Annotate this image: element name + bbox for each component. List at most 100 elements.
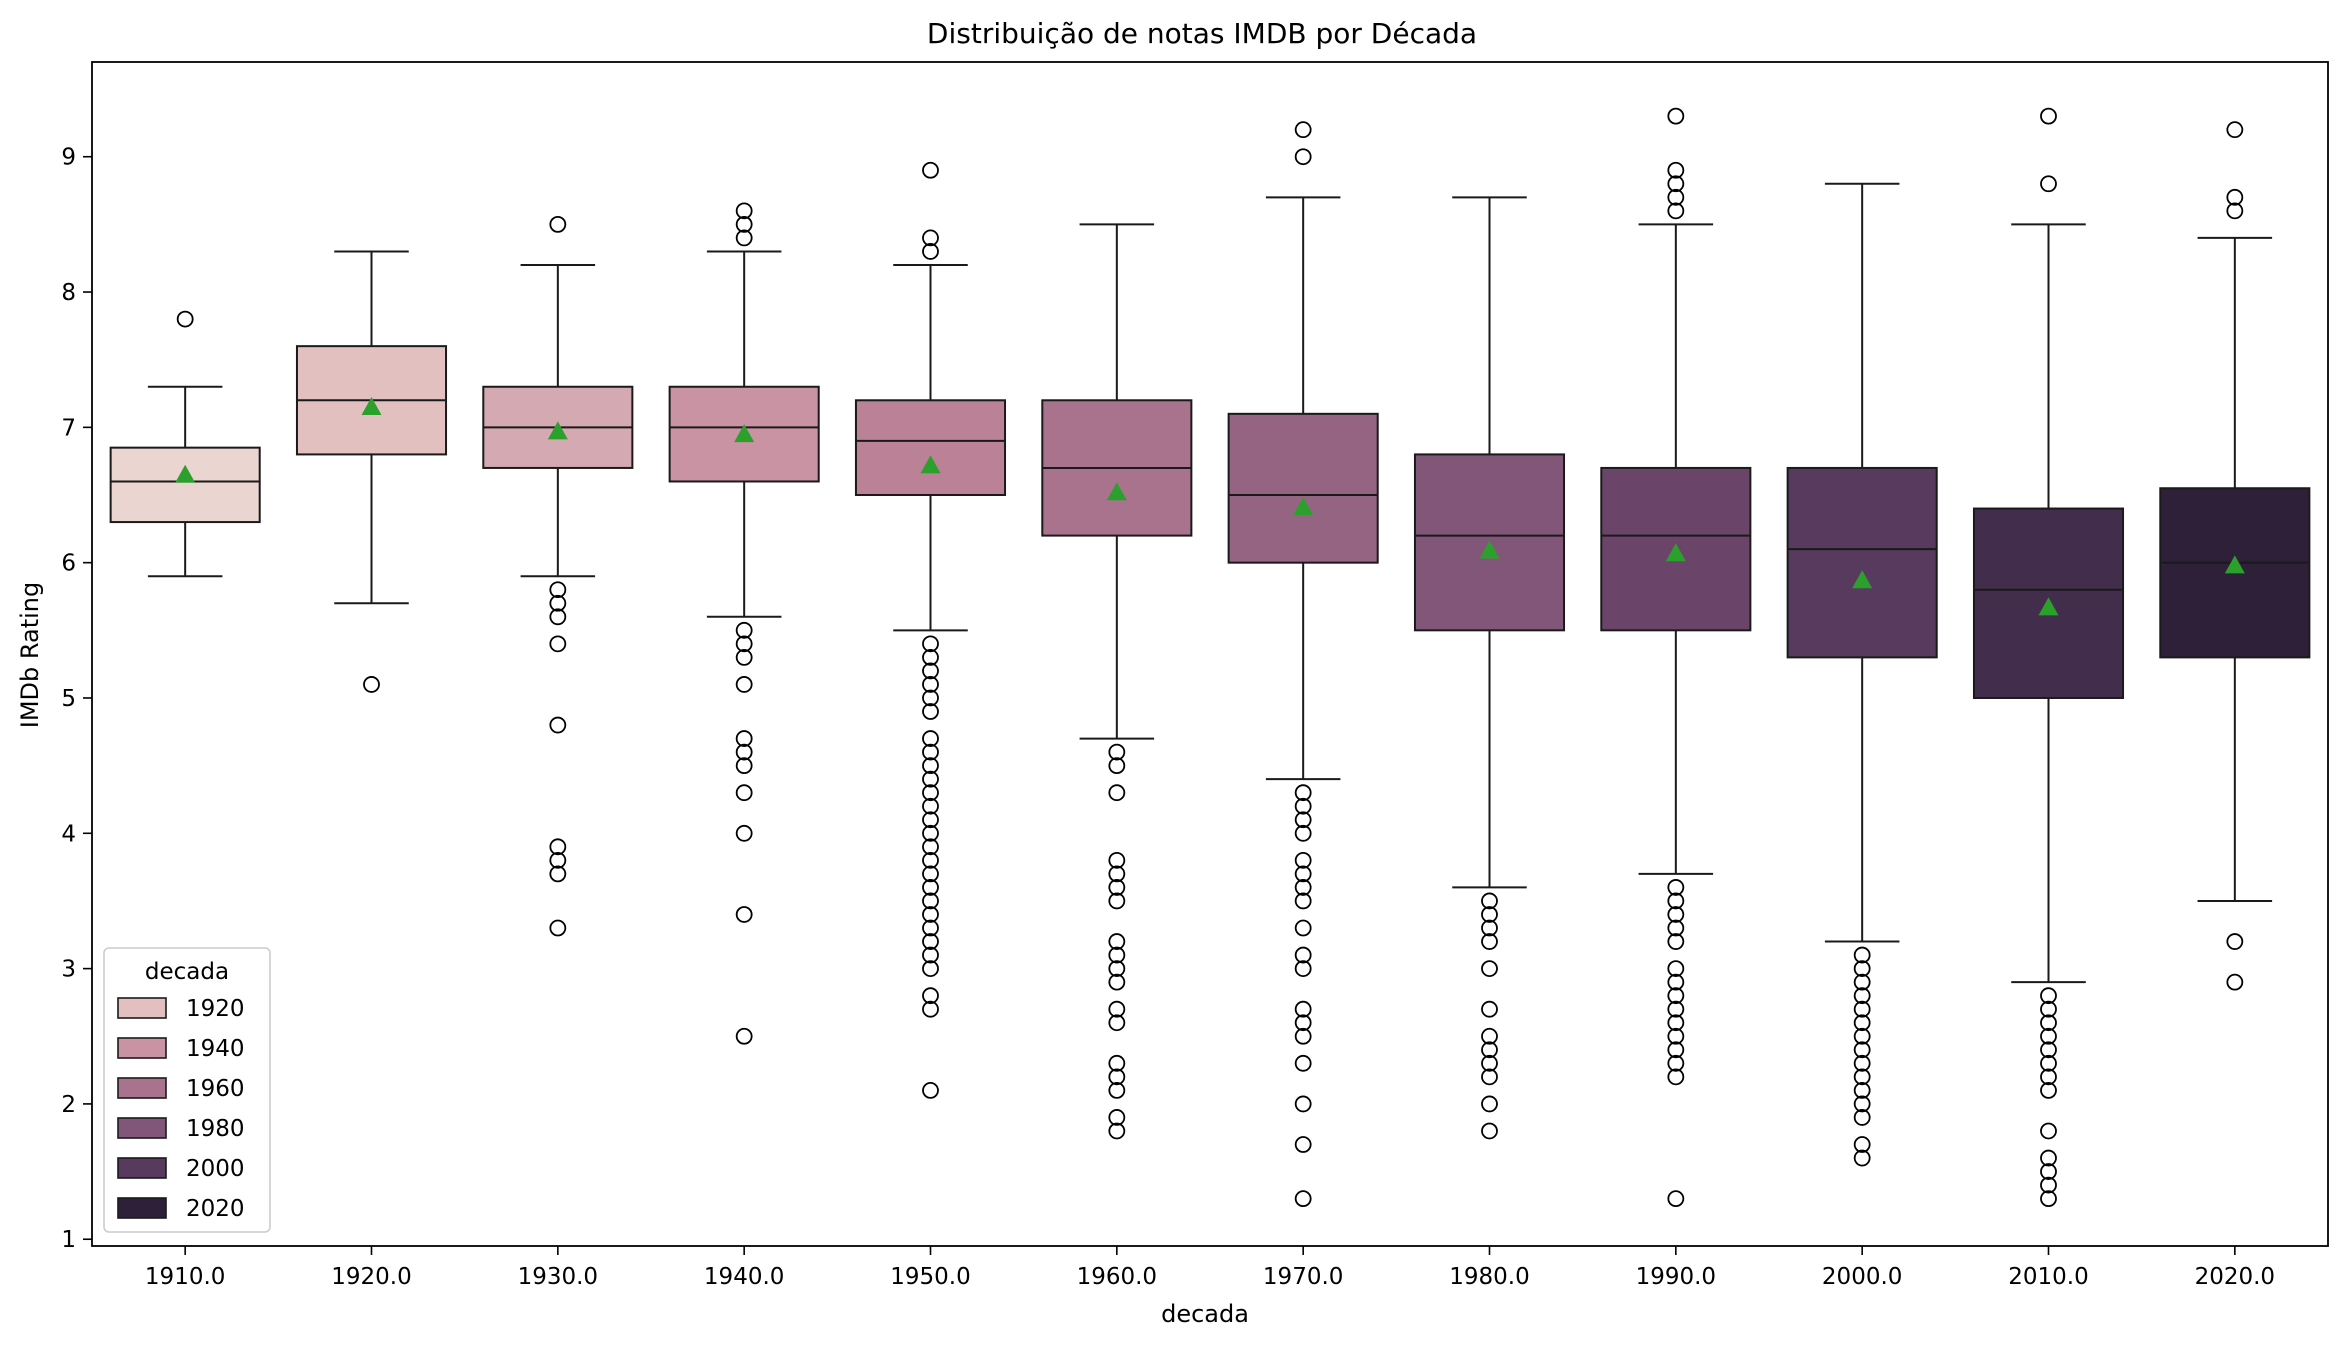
outlier-point (1667, 906, 1685, 923)
outlier-point (922, 662, 939, 680)
outlier-point (1108, 1068, 1126, 1086)
outlier-point (1294, 1136, 1312, 1153)
legend-swatch-1920 (117, 997, 167, 1019)
outlier-point (549, 865, 567, 883)
outlier-point (1853, 1095, 1871, 1113)
outlier-point (1667, 1190, 1685, 1208)
outlier-point (922, 784, 939, 802)
outlier-point (1667, 1068, 1685, 1086)
outlier-point (1667, 973, 1685, 991)
mean-marker (1665, 543, 1686, 562)
outlier-point (2040, 1081, 2057, 1099)
outlier-point (1481, 1068, 1498, 1086)
mean-marker (1852, 570, 1873, 589)
outlier-point (922, 648, 939, 666)
outlier-point (922, 1081, 939, 1099)
outlier-point (922, 743, 939, 761)
outlier-point (1853, 1054, 1871, 1072)
outlier-point (1294, 1014, 1312, 1032)
outlier-point (1853, 946, 1871, 964)
outlier-point (1294, 865, 1312, 883)
outlier-point (735, 676, 753, 693)
box-group-1920.0 (295, 250, 448, 693)
plot-area: 1 2 3 4 5 6 7 8 9 1910.0 1920.0 1930.0 1940.0 1950.0 1… (61, 61, 2329, 1290)
mean-marker (1479, 540, 1500, 559)
outlier-point (1667, 933, 1685, 950)
outlier-point (1853, 1041, 1871, 1059)
box-iqr (1413, 453, 1566, 632)
outlier-point (1853, 1014, 1871, 1032)
legend-label-1920: 1920 (186, 996, 245, 1022)
outlier-point (1853, 1068, 1871, 1086)
x-tick-label: 1960.0 (1077, 1264, 1157, 1290)
chart-title: Distribuição de notas IMDB por Década (927, 17, 1477, 50)
outlier-point (1294, 1054, 1312, 1072)
outlier-point (2040, 987, 2057, 1005)
outlier-point (1667, 175, 1685, 193)
outlier-point (922, 797, 939, 815)
outlier-point (922, 879, 939, 896)
legend-swatch-2020 (117, 1197, 167, 1219)
outlier-point (1294, 797, 1312, 815)
outlier-point (549, 594, 567, 612)
outlier-point (1853, 987, 1871, 1005)
outlier-point (1667, 1027, 1685, 1045)
outlier-point (1294, 1027, 1312, 1045)
legend-swatch-1940 (117, 1037, 167, 1059)
x-tick-label: 1980.0 (1449, 1264, 1529, 1290)
outlier-point (2040, 1190, 2057, 1208)
outlier-point (2040, 1054, 2057, 1072)
outlier-point (1108, 784, 1126, 802)
outlier-point (1667, 892, 1685, 910)
outlier-point (922, 919, 939, 937)
outlier-point (735, 1027, 753, 1045)
outlier-point (735, 229, 753, 247)
outlier-point (735, 621, 753, 639)
outlier-point (1294, 121, 1312, 139)
x-axis-label: decada (1161, 1300, 1249, 1328)
box-group-2010.0 (1972, 107, 2125, 1208)
outlier-point (1667, 919, 1685, 937)
outlier-point (1294, 919, 1312, 937)
box-group-1990.0 (1600, 107, 1752, 1208)
outlier-point (1108, 933, 1126, 950)
outlier-point (1853, 1109, 1871, 1126)
outlier-point (2040, 1122, 2057, 1140)
outlier-point (922, 838, 939, 856)
outlier-point (1108, 865, 1126, 883)
x-tick-label: 2010.0 (2008, 1264, 2088, 1290)
outlier-point (549, 851, 567, 869)
outlier-point (1294, 960, 1312, 978)
outlier-point (1108, 960, 1126, 978)
outlier-point (1481, 1095, 1498, 1113)
outlier-point (922, 689, 939, 707)
outlier-point (1294, 892, 1312, 910)
legend-label-1960: 1960 (186, 1076, 245, 1102)
outlier-point (1294, 811, 1312, 829)
outlier-point (2040, 1068, 2057, 1086)
outlier-point (922, 851, 939, 869)
y-tick-label: 5 (61, 686, 76, 712)
outlier-point (922, 635, 939, 653)
box-group-1980.0 (1413, 196, 1566, 1140)
mean-marker (175, 464, 196, 483)
outlier-point (1481, 919, 1498, 937)
legend-label-1980: 1980 (186, 1116, 245, 1142)
y-tick-label: 8 (61, 280, 76, 306)
outlier-point (1481, 1041, 1498, 1059)
outlier-point (922, 811, 939, 829)
outlier-point (1667, 879, 1685, 896)
x-tick-label: 2000.0 (1822, 1264, 1902, 1290)
x-tick-label: 1990.0 (1636, 1264, 1716, 1290)
outlier-point (1853, 1027, 1871, 1045)
mean-marker (2224, 555, 2245, 574)
outlier-point (1108, 879, 1126, 896)
box-group-1930.0 (482, 215, 634, 937)
outlier-point (549, 919, 567, 937)
outlier-point (735, 906, 753, 923)
outlier-point (2040, 1176, 2057, 1194)
outlier-point (2226, 121, 2244, 139)
outlier-point (1108, 973, 1126, 991)
outlier-point (549, 838, 567, 856)
box-group-1960.0 (1041, 223, 1193, 1140)
